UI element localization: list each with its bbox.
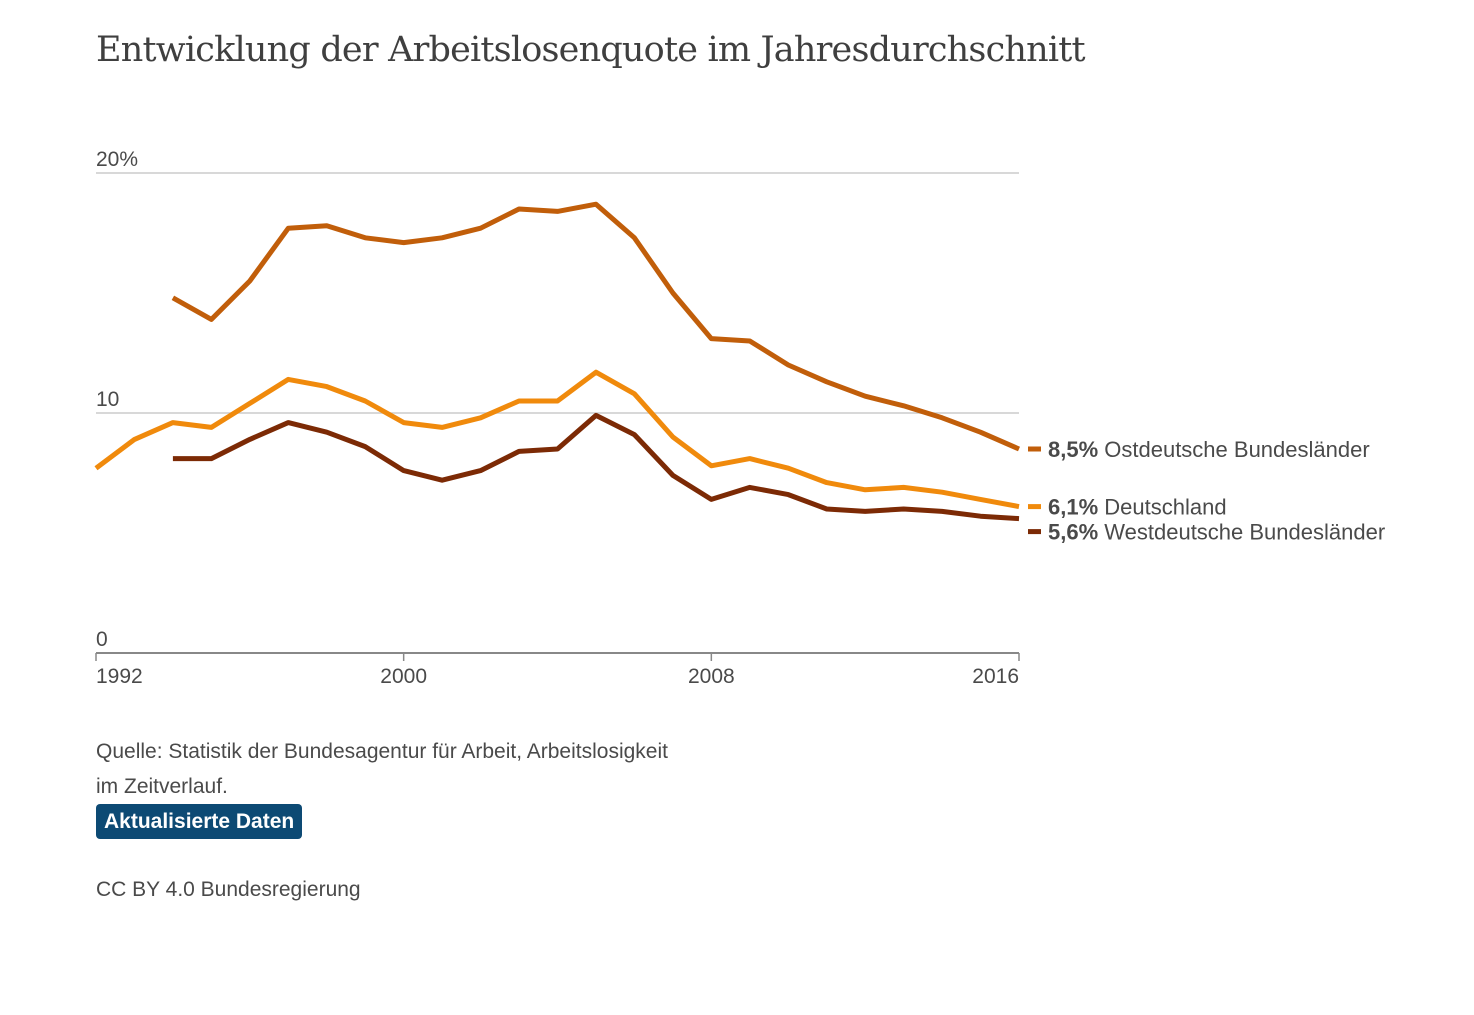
line-chart: 20% 10 0 1992 2000 2008 2016 8,5% Ostdeutsche … [94,148,1385,688]
legend-name-0: Ostdeutsche Bundesländer [1098,437,1370,462]
axes: 20% 10 0 1992 2000 2008 2016 [95,148,1020,688]
series-lines [94,201,1020,522]
end-labels: 8,5% Ostdeutsche Bundesländer 6,1% Deutsc… [1028,437,1385,545]
x-tick-label-1: 2000 [380,665,427,688]
series-line-1 [94,369,1020,510]
source-line-1: Quelle: Statistik der Bundesagentur für … [96,740,668,763]
x-tick-label-0: 1992 [96,665,143,688]
x-tick-label-3: 2016 [972,665,1019,688]
series-line-2 [172,412,1020,522]
legend-entry-0: 8,5% Ostdeutsche Bundesländer [1048,437,1370,462]
source-note: Quelle: Statistik der Bundesagentur für … [96,734,736,804]
chart-title: Entwicklung der Arbeitslosenquote im Jah… [96,30,1086,70]
source-line-2: im Zeitverlauf. [96,775,228,798]
legend-value-2: 5,6% [1048,520,1098,545]
legend-entry-2: 5,6% Westdeutsche Bundesländer [1048,520,1385,545]
y-tick-label-1: 10 [96,388,119,411]
legend-value-0: 8,5% [1048,437,1098,462]
y-tick-label-0: 20% [96,148,138,171]
legend-name-1: Deutschland [1098,495,1226,520]
license-note: CC BY 4.0 Bundesregierung [96,878,361,901]
grid-lines [96,172,1019,414]
series-line-0 [171,201,1020,452]
updated-data-button[interactable]: Aktualisierte Daten [96,804,303,839]
legend-entry-1: 6,1% Deutschland [1048,495,1227,520]
legend-name-2: Westdeutsche Bundesländer [1098,520,1385,545]
x-tick-label-2: 2008 [688,665,735,688]
legend-value-1: 6,1% [1048,495,1098,520]
y-tick-label-2: 0 [96,628,108,651]
